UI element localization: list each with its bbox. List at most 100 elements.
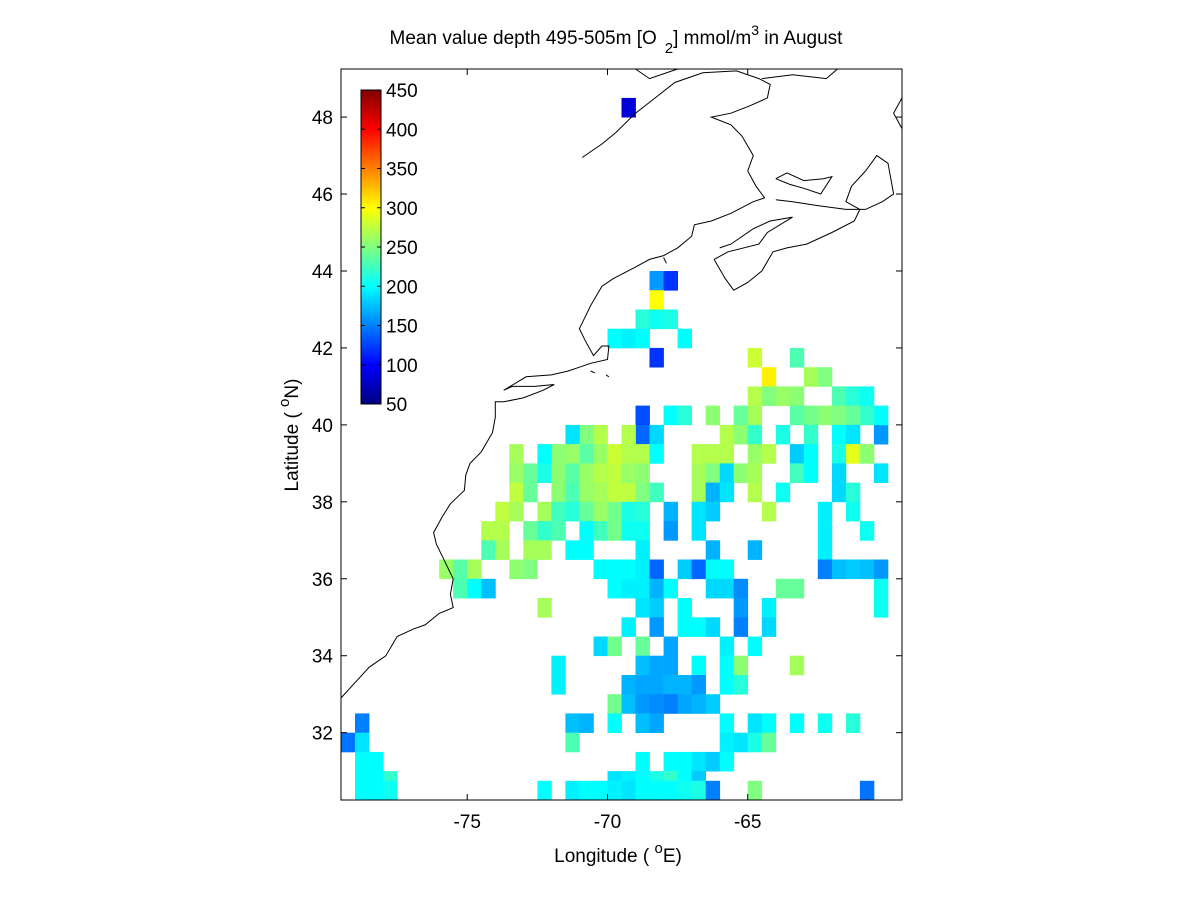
data-cell: [621, 694, 636, 714]
data-cell: [691, 694, 706, 714]
data-cell: [355, 713, 370, 733]
data-cell: [803, 367, 819, 387]
data-cell: [677, 559, 692, 580]
data-cell: [691, 521, 706, 541]
data-cell: [509, 559, 524, 580]
data-cell: [607, 482, 622, 503]
data-cell: [719, 732, 735, 753]
data-cell: [873, 463, 889, 483]
data-cell: [565, 444, 580, 464]
data-cell: [789, 386, 805, 406]
data-cell: [635, 540, 650, 560]
data-cell: [705, 405, 721, 426]
data-cell: [537, 780, 552, 801]
data-cell: [775, 578, 791, 599]
data-cell: [635, 598, 650, 618]
data-cell: [789, 347, 805, 368]
data-cell: [537, 463, 552, 483]
data-cell: [831, 559, 847, 580]
data-cell: [467, 578, 482, 599]
data-cell: [635, 328, 650, 349]
data-cell: [635, 675, 650, 695]
colorbar-tick-label: 400: [386, 120, 418, 141]
data-cell: [789, 655, 805, 676]
data-cell: [859, 444, 875, 464]
data-cell: [719, 675, 735, 695]
data-cell: [635, 424, 650, 445]
data-cell: [733, 578, 749, 599]
data-cell: [691, 463, 706, 483]
data-cell: [649, 713, 664, 733]
data-cell: [607, 463, 622, 483]
data-cell: [691, 444, 706, 464]
data-cell: [705, 463, 721, 483]
data-cell: [719, 578, 735, 599]
x-tick-label: -65: [734, 812, 761, 833]
colorbar-tick-label: 250: [386, 238, 418, 259]
data-cell: [579, 501, 594, 522]
data-cell: [747, 444, 763, 464]
data-cell: [495, 521, 510, 541]
data-cell: [509, 444, 524, 464]
data-cell: [733, 405, 749, 426]
data-cell: [635, 501, 650, 522]
data-cell: [621, 780, 636, 801]
data-cell: [621, 617, 636, 637]
data-cell: [607, 636, 622, 657]
data-cell: [873, 405, 889, 426]
data-cell: [635, 463, 650, 483]
y-tick-label: 36: [312, 570, 333, 591]
data-cell: [663, 655, 678, 676]
data-cell: [733, 463, 749, 483]
data-cell: [649, 675, 664, 695]
data-cell: [747, 540, 763, 560]
data-cell: [649, 347, 664, 368]
data-cell: [551, 463, 566, 483]
data-cell: [621, 97, 636, 118]
data-cell: [817, 405, 833, 426]
data-cell: [565, 482, 580, 503]
data-cell: [593, 636, 608, 657]
data-cell: [439, 559, 454, 580]
data-cell: [761, 444, 777, 464]
data-cell: [523, 482, 538, 503]
data-cell: [579, 713, 594, 733]
data-cells: [341, 97, 889, 801]
data-cell: [537, 501, 552, 522]
data-cell: [663, 501, 678, 522]
data-cell: [677, 617, 692, 637]
coastline-segment: [713, 154, 895, 291]
data-cell: [355, 751, 370, 772]
colorbar-ticks: 50 100 150 200 250 300 350 400 450: [361, 81, 418, 416]
data-cell: [761, 713, 777, 733]
data-cell: [621, 424, 636, 445]
data-cell: [565, 540, 580, 560]
data-cell: [453, 559, 468, 580]
data-cell: [565, 713, 580, 733]
data-cell: [733, 732, 749, 753]
coastline-segment: [713, 216, 793, 260]
data-cell: [663, 309, 678, 330]
y-axis-label: Latitude ( oN): [276, 379, 303, 492]
data-cell: [509, 463, 524, 483]
data-cell: [733, 675, 749, 695]
x-tick-label: -75: [453, 812, 480, 833]
data-cell: [747, 713, 763, 733]
data-cell: [635, 636, 650, 657]
data-cell: [817, 713, 833, 733]
data-cell: [677, 675, 692, 695]
data-cell: [649, 694, 664, 714]
data-cell: [537, 521, 552, 541]
colorbar: 50 100 150 200 250 300 350 400 450: [360, 81, 418, 416]
coastline-segment: [590, 370, 596, 374]
data-cell: [621, 578, 636, 599]
data-cell: [677, 694, 692, 714]
data-cell: [747, 780, 763, 801]
data-cell: [621, 521, 636, 541]
data-cell: [663, 578, 678, 599]
data-cell: [523, 463, 538, 483]
data-cell: [719, 444, 735, 464]
data-cell: [369, 751, 384, 772]
data-cell: [705, 694, 721, 714]
data-cell: [705, 501, 721, 522]
